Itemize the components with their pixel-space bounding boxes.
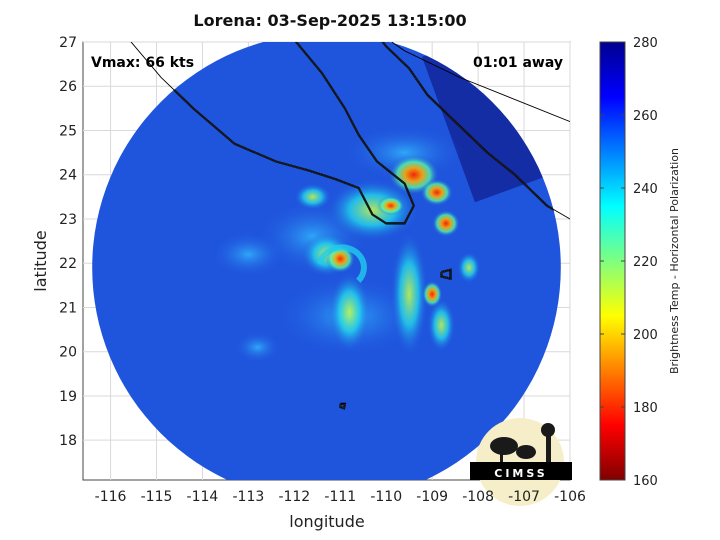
x-tick-label: -109	[416, 489, 448, 505]
x-axis-label: longitude	[289, 512, 364, 531]
colorbar-label: Brightness Temp - Horizontal Polarizatio…	[668, 148, 681, 374]
colorbar-tick-label: 160	[633, 474, 658, 489]
y-axis-label: latitude	[31, 230, 50, 291]
colorbar-tick-label: 240	[633, 182, 658, 197]
x-axis-ticks: -116 -115 -114 -113 -112 -111 -110 -109 -108 -107…	[95, 489, 586, 505]
cimss-logo: CIMSS	[470, 418, 572, 506]
figure-title: Lorena: 03-Sep-2025 13:15:00	[193, 11, 467, 30]
colorbar-tick-label: 220	[633, 255, 658, 270]
precip-feature	[427, 298, 456, 352]
x-tick-label: -115	[141, 489, 173, 505]
colorbar-tick-label: 260	[633, 109, 658, 124]
colorbar-tick-label: 180	[633, 401, 658, 416]
coastline-outline	[339, 403, 346, 409]
y-tick-label: 21	[59, 300, 77, 316]
colorbar	[599, 41, 626, 481]
precip-feature	[432, 210, 460, 237]
precip-feature	[234, 331, 281, 363]
x-tick-label: -111	[324, 489, 356, 505]
colorbar-tick-label: 200	[633, 328, 658, 343]
x-tick-label: -106	[554, 489, 586, 505]
x-tick-label: -107	[508, 489, 540, 505]
time-away-label: 01:01 away	[473, 55, 563, 71]
precip-feature	[390, 232, 428, 357]
coastline-outline	[130, 42, 415, 224]
precip-feature	[211, 232, 286, 277]
y-axis-ticks: 18 19 20 21 22 23 24 25 26 27	[59, 35, 77, 449]
y-tick-label: 24	[59, 168, 77, 184]
x-tick-label: -108	[462, 489, 494, 505]
coastline-outline	[440, 269, 451, 280]
y-tick-label: 22	[59, 256, 77, 272]
colorbar-ticks: 160 180 200 220 240 260 280	[600, 36, 658, 489]
precip-feature	[420, 179, 453, 206]
y-tick-label: 20	[59, 345, 77, 361]
x-tick-label: -110	[370, 489, 402, 505]
precip-feature	[328, 272, 371, 352]
precip-feature	[377, 195, 405, 216]
vmax-label: Vmax: 66 kts	[91, 55, 194, 71]
x-tick-label: -113	[233, 489, 265, 505]
x-tick-label: -114	[187, 489, 219, 505]
land-border	[390, 42, 570, 123]
y-tick-label: 26	[59, 79, 77, 95]
y-tick-label: 27	[59, 35, 77, 51]
y-tick-label: 18	[59, 433, 77, 449]
precip-feature	[326, 179, 419, 242]
x-tick-label: -112	[278, 489, 310, 505]
precip-feature	[457, 252, 481, 284]
y-tick-label: 25	[59, 123, 77, 139]
precip-feature	[422, 280, 443, 308]
spiral-band	[317, 244, 367, 283]
colorbar-tick-label: 280	[633, 36, 658, 51]
coastline-outline	[382, 42, 570, 220]
cimss-logo-text: CIMSS	[494, 467, 547, 480]
precip-feature	[294, 183, 332, 211]
y-tick-label: 19	[59, 389, 77, 405]
x-tick-label: -116	[95, 489, 127, 505]
coastlines-outside-swath	[130, 42, 570, 409]
y-tick-label: 23	[59, 212, 77, 228]
